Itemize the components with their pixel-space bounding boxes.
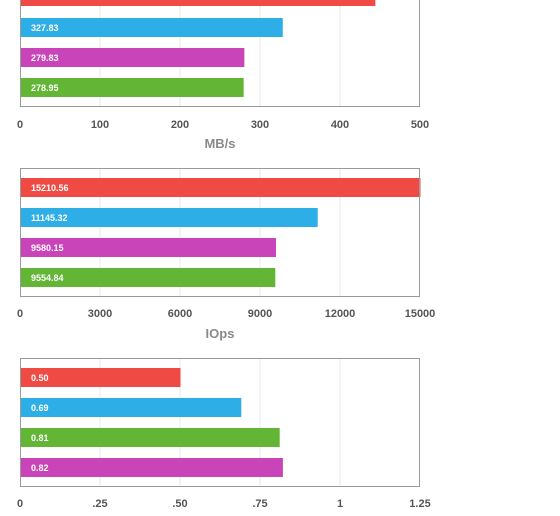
chart-panel-2: 15210.56 11145.32 9580.15 9554.84 0 3000 6000 9… [17, 168, 435, 341]
bar [20, 0, 376, 6]
x-axis-title: IOps [206, 326, 235, 341]
chart-panel-3: 0.50 0.69 0.81 0.82 0 .25 .50 .75 1 1.25 [17, 358, 431, 510]
x-tick-label: .25 [92, 498, 107, 510]
bar-value-label: 0.81 [31, 433, 49, 443]
x-tick-label: 300 [251, 119, 269, 131]
bar-value-label: 0.50 [31, 373, 49, 383]
bar-value-label: 11145.32 [31, 213, 68, 223]
chart-panel-1: 443.55 327.83 279.83 278.95 0 100 200 300 400 500… [17, 0, 429, 151]
bar-value-label: 0.82 [31, 463, 49, 473]
x-tick-label: 200 [171, 119, 189, 131]
bar-value-label: 327.83 [31, 23, 59, 33]
x-tick-label: 1 [337, 498, 343, 510]
bar-value-label: 9580.15 [31, 243, 64, 253]
x-axis-title: MB/s [204, 136, 235, 151]
x-tick-label: 12000 [325, 308, 356, 320]
bar-value-label: 15210.56 [31, 183, 69, 193]
x-tick-label: 0 [17, 119, 23, 131]
bar [20, 458, 283, 477]
bar [20, 368, 181, 387]
bar [20, 178, 421, 197]
bar-value-label: 9554.84 [31, 273, 64, 283]
bar-value-label: 0.69 [31, 403, 49, 413]
bar [20, 268, 276, 287]
bar [20, 208, 318, 227]
x-tick-label: 3000 [88, 308, 112, 320]
x-tick-label: .75 [252, 498, 267, 510]
x-tick-label: 500 [411, 119, 429, 131]
x-tick-label: 6000 [168, 308, 192, 320]
bar-value-label: 279.83 [31, 53, 59, 63]
bar [20, 48, 245, 67]
bar [20, 398, 242, 417]
x-tick-label: 400 [331, 119, 349, 131]
bar-value-label: 278.95 [31, 83, 59, 93]
bar [20, 428, 280, 447]
x-tick-label: .50 [172, 498, 187, 510]
x-tick-label: 0 [17, 498, 23, 510]
x-tick-label: 1.25 [409, 498, 430, 510]
x-tick-label: 9000 [248, 308, 272, 320]
bar [20, 238, 276, 257]
bar-value-label: 443.55 [31, 0, 59, 2]
x-tick-label: 100 [91, 119, 109, 131]
x-tick-label: 0 [17, 308, 23, 320]
bar [20, 78, 244, 97]
bar [20, 18, 283, 37]
x-tick-label: 15000 [405, 308, 436, 320]
